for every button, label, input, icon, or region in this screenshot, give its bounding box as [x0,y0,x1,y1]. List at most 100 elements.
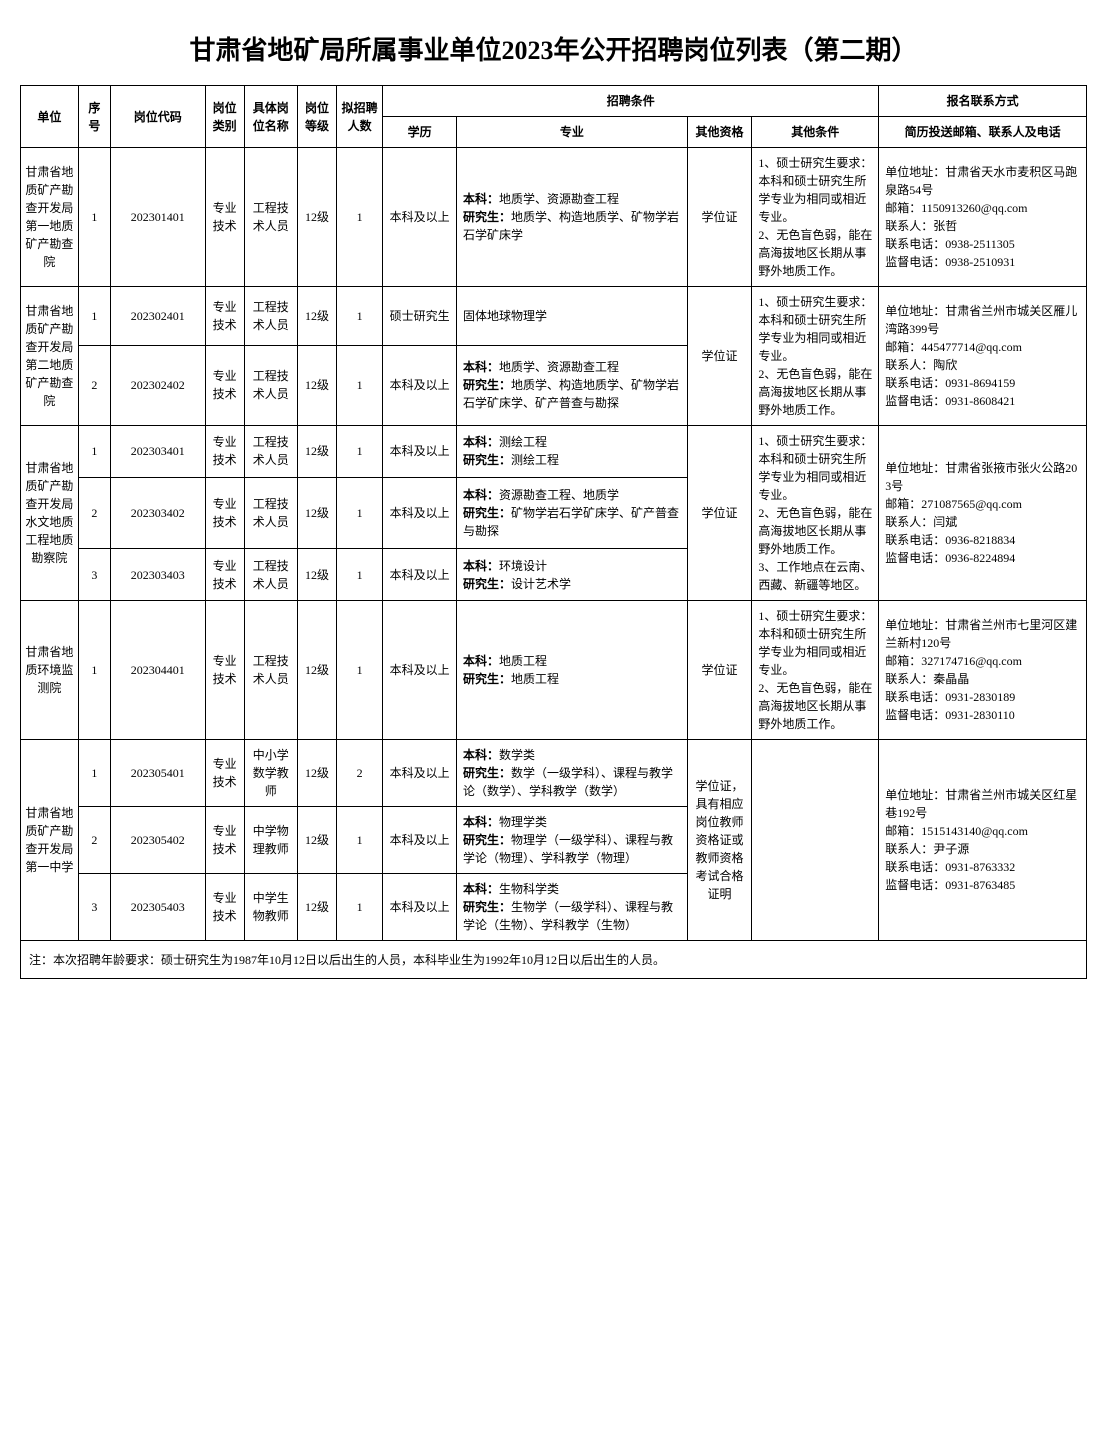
cell-cat: 专业技术 [205,740,244,807]
table-body: 甘肃省地质矿产勘查开发局第一地质矿产勘查院1202301401专业技术工程技术人… [21,148,1087,941]
cell-major: 本科：数学类研究生：数学（一级学科）、课程与教学论（数学）、学科教学（数学） [457,740,688,807]
th-major: 专业 [457,117,688,148]
th-name: 具体岗位名称 [244,86,297,148]
th-conditions: 招聘条件 [383,86,879,117]
cell-edu: 本科及以上 [383,477,457,548]
cell-name: 中小学数学教师 [244,740,297,807]
table-row: 甘肃省地质环境监测院1202304401专业技术工程技术人员12级1本科及以上本… [21,601,1087,740]
cell-level: 12级 [297,426,336,478]
cell-qual: 学位证，具有相应岗位教师资格证或教师资格考试合格证明 [687,740,752,941]
th-cat: 岗位类别 [205,86,244,148]
cell-count: 1 [337,807,383,874]
cell-level: 12级 [297,874,336,941]
cell-level: 12级 [297,601,336,740]
cell-seq: 1 [78,426,110,478]
cell-seq: 1 [78,148,110,287]
table-row: 甘肃省地质矿产勘查开发局第一中学1202305401专业技术中小学数学教师12级… [21,740,1087,807]
cell-count: 1 [337,148,383,287]
positions-table: 单位 序号 岗位代码 岗位类别 具体岗位名称 岗位等级 拟招聘人数 招聘条件 报… [20,85,1087,941]
cell-qual: 学位证 [687,601,752,740]
cell-cat: 专业技术 [205,287,244,346]
cell-edu: 本科及以上 [383,874,457,941]
cell-edu: 本科及以上 [383,549,457,601]
th-contact-group: 报名联系方式 [879,86,1087,117]
cell-name: 工程技术人员 [244,477,297,548]
cell-major: 本科：测绘工程研究生：测绘工程 [457,426,688,478]
cell-name: 工程技术人员 [244,287,297,346]
cell-contact: 单位地址：甘肃省兰州市七里河区建兰新村120号邮箱：327174716@qq.c… [879,601,1087,740]
cell-count: 1 [337,874,383,941]
cell-code: 202303403 [110,549,205,601]
cell-contact: 单位地址：甘肃省兰州市城关区雁儿湾路399号邮箱：445477714@qq.co… [879,287,1087,426]
cell-contact: 单位地址：甘肃省天水市麦积区马跑泉路54号邮箱：1150913260@qq.co… [879,148,1087,287]
cell-other: 1、硕士研究生要求：本科和硕士研究生所学专业为相同或相近专业。2、无色盲色弱，能… [752,148,879,287]
cell-other: 1、硕士研究生要求：本科和硕士研究生所学专业为相同或相近专业。2、无色盲色弱，能… [752,601,879,740]
cell-cat: 专业技术 [205,601,244,740]
cell-count: 1 [337,345,383,425]
cell-edu: 本科及以上 [383,601,457,740]
cell-unit: 甘肃省地质矿产勘查开发局第一地质矿产勘查院 [21,148,79,287]
page: 甘肃省地矿局所属事业单位2023年公开招聘岗位列表（第二期） 单位 序号 岗位代… [20,30,1087,979]
cell-qual: 学位证 [687,148,752,287]
cell-major: 固体地球物理学 [457,287,688,346]
cell-seq: 2 [78,477,110,548]
cell-unit: 甘肃省地质矿产勘查开发局水文地质工程地质勘察院 [21,426,79,601]
cell-seq: 2 [78,807,110,874]
th-qual: 其他资格 [687,117,752,148]
cell-seq: 3 [78,549,110,601]
cell-name: 工程技术人员 [244,345,297,425]
cell-name: 工程技术人员 [244,148,297,287]
cell-count: 1 [337,426,383,478]
cell-edu: 硕士研究生 [383,287,457,346]
cell-level: 12级 [297,287,336,346]
cell-major: 本科：地质学、资源勘查工程研究生：地质学、构造地质学、矿物学岩石学矿床学、矿产普… [457,345,688,425]
cell-edu: 本科及以上 [383,148,457,287]
cell-unit: 甘肃省地质环境监测院 [21,601,79,740]
cell-other: 1、硕士研究生要求：本科和硕士研究生所学专业为相同或相近专业。2、无色盲色弱，能… [752,287,879,426]
cell-cat: 专业技术 [205,549,244,601]
cell-other: 1、硕士研究生要求：本科和硕士研究生所学专业为相同或相近专业。2、无色盲色弱，能… [752,426,879,601]
cell-code: 202303401 [110,426,205,478]
cell-level: 12级 [297,148,336,287]
cell-name: 中学生物教师 [244,874,297,941]
th-code: 岗位代码 [110,86,205,148]
table-row: 甘肃省地质矿产勘查开发局水文地质工程地质勘察院1202303401专业技术工程技… [21,426,1087,478]
cell-edu: 本科及以上 [383,426,457,478]
cell-qual: 学位证 [687,426,752,601]
cell-other [752,740,879,941]
cell-seq: 3 [78,874,110,941]
th-other: 其他条件 [752,117,879,148]
cell-count: 1 [337,549,383,601]
cell-name: 中学物理教师 [244,807,297,874]
cell-cat: 专业技术 [205,345,244,425]
cell-major: 本科：地质工程研究生：地质工程 [457,601,688,740]
cell-name: 工程技术人员 [244,426,297,478]
cell-edu: 本科及以上 [383,807,457,874]
cell-level: 12级 [297,549,336,601]
footnote: 注：本次招聘年龄要求：硕士研究生为1987年10月12日以后出生的人员，本科毕业… [20,941,1087,979]
cell-qual: 学位证 [687,287,752,426]
th-contact: 简历投送邮箱、联系人及电话 [879,117,1087,148]
cell-major: 本科：物理学类研究生：物理学（一级学科）、课程与教学论（物理）、学科教学（物理） [457,807,688,874]
cell-count: 1 [337,601,383,740]
cell-name: 工程技术人员 [244,601,297,740]
page-title: 甘肃省地矿局所属事业单位2023年公开招聘岗位列表（第二期） [20,30,1087,67]
th-edu: 学历 [383,117,457,148]
cell-level: 12级 [297,345,336,425]
cell-cat: 专业技术 [205,807,244,874]
cell-major: 本科：环境设计研究生：设计艺术学 [457,549,688,601]
cell-code: 202305402 [110,807,205,874]
cell-cat: 专业技术 [205,148,244,287]
cell-level: 12级 [297,740,336,807]
cell-count: 1 [337,477,383,548]
cell-major: 本科：资源勘查工程、地质学研究生：矿物学岩石学矿床学、矿产普查与勘探 [457,477,688,548]
cell-edu: 本科及以上 [383,740,457,807]
cell-code: 202305401 [110,740,205,807]
cell-count: 1 [337,287,383,346]
table-header: 单位 序号 岗位代码 岗位类别 具体岗位名称 岗位等级 拟招聘人数 招聘条件 报… [21,86,1087,148]
cell-major: 本科：生物科学类研究生：生物学（一级学科）、课程与教学论（生物）、学科教学（生物… [457,874,688,941]
cell-code: 202305403 [110,874,205,941]
cell-code: 202302401 [110,287,205,346]
cell-level: 12级 [297,807,336,874]
cell-seq: 1 [78,740,110,807]
